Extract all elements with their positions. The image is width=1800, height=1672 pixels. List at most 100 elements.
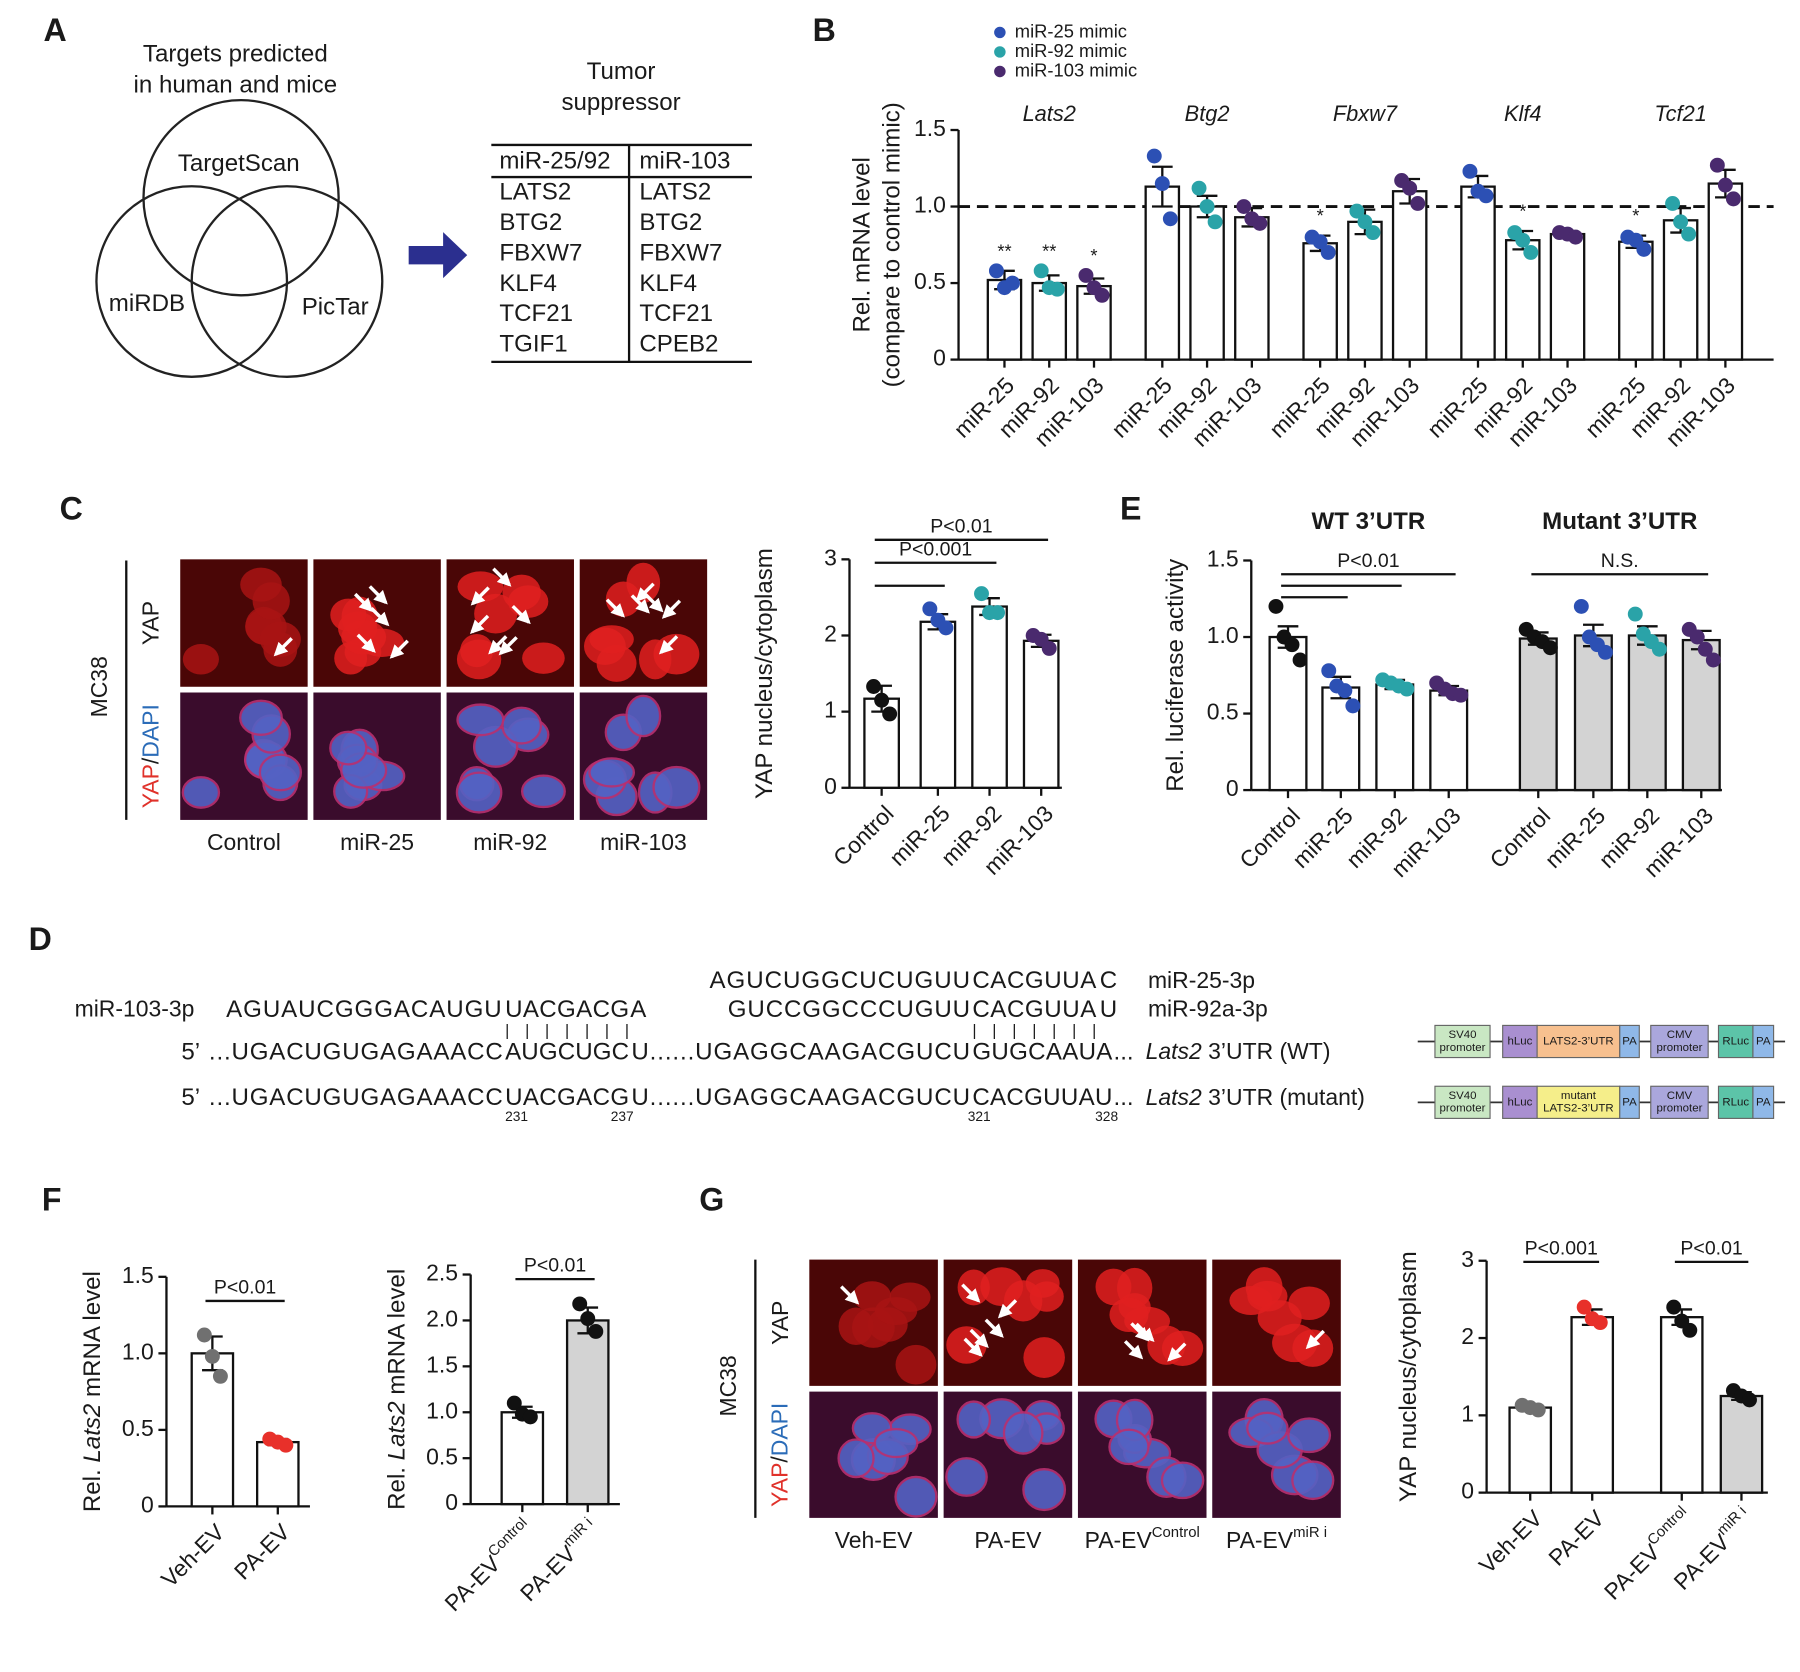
label-part: PA-EV (974, 1527, 1042, 1553)
sequence-segment: U......UGAGGCAAGACGUCU (631, 1084, 970, 1111)
significance: * (1317, 205, 1324, 226)
sequence-segment: ... (1114, 1038, 1134, 1065)
arrow (839, 1285, 860, 1305)
cell-nucleus (946, 1326, 987, 1364)
data-point (1530, 1402, 1546, 1418)
arrow (488, 635, 508, 655)
construct-part (1717, 1024, 1754, 1059)
venn-set: PicTar (302, 293, 369, 320)
data-point (1365, 225, 1381, 241)
venn-circle (95, 185, 289, 378)
data-point (1399, 681, 1415, 697)
data-point (1627, 606, 1643, 622)
data-point (580, 1311, 596, 1327)
bar (1659, 1316, 1704, 1494)
cell-nucleus (945, 1457, 988, 1497)
data-point (1402, 180, 1418, 196)
y-axis-label: Rel. mRNA level (849, 157, 876, 332)
cell-nucleus (1023, 1337, 1065, 1378)
significance: P<0.01 (1680, 1237, 1742, 1259)
bar (1268, 635, 1308, 792)
stain: YAP (767, 1463, 793, 1507)
data-point (988, 263, 1004, 279)
significance: P<0.01 (214, 1276, 276, 1298)
data-point (1146, 148, 1162, 164)
label-part: mRNA level (79, 1271, 106, 1404)
construct-label: promoter (1657, 1103, 1703, 1115)
target-name: Lats2 3’UTR (mutant) (1146, 1084, 1365, 1110)
bar (1234, 216, 1270, 361)
panel-label: G (699, 1182, 724, 1218)
position: 237 (611, 1109, 634, 1124)
data-point (1236, 199, 1252, 214)
arrow (469, 614, 490, 634)
data-point (1005, 275, 1020, 291)
data-point (1682, 1322, 1698, 1338)
arrow (273, 637, 293, 657)
construct-part (1752, 1024, 1775, 1059)
construct-label: PA (1622, 1036, 1637, 1048)
arrow (1123, 1340, 1144, 1360)
table-cell: LATS2 (499, 179, 571, 206)
base-pairing: | | | | | | | (972, 1021, 1096, 1039)
arrow (356, 633, 376, 653)
separator: / (767, 1456, 793, 1463)
y-tick-label: 0 (1461, 1478, 1474, 1504)
significance: P<0.001 (899, 538, 972, 560)
data-point (1576, 1299, 1592, 1315)
bar (1549, 232, 1586, 361)
y-tick-label: 1 (1461, 1400, 1474, 1426)
micrograph-label: miR-92 (473, 829, 547, 855)
y-tick-label: 0 (1226, 775, 1239, 801)
table-cell: TCF21 (499, 300, 573, 327)
bar (1391, 190, 1428, 361)
cell-nucleus (1246, 1411, 1289, 1445)
data-point (1268, 598, 1284, 614)
y-tick-label: 0.5 (426, 1443, 458, 1469)
data-point (1478, 188, 1494, 204)
bar (1375, 683, 1415, 792)
data-point (1321, 663, 1337, 679)
cell-nucleus (874, 1297, 918, 1326)
table-cell: FBXW7 (639, 239, 722, 266)
legend-marker (994, 26, 1006, 39)
position: 321 (968, 1109, 991, 1124)
significance: P<0.01 (1337, 550, 1399, 572)
construct-label: promoter (1657, 1042, 1703, 1054)
data-point (1320, 244, 1336, 260)
sequence-prefix: 5’ (181, 1084, 200, 1111)
venn-circle (190, 185, 384, 378)
sequence-segment: U......UGAGGCAAGACGUCU (631, 1038, 970, 1065)
significance: ** (1042, 240, 1056, 261)
data-point (1199, 199, 1215, 214)
y-tick-label: 1 (824, 697, 837, 723)
label-part: miR-25 (340, 829, 414, 855)
y-tick-label: 1.5 (914, 115, 946, 141)
y-tick-label: 0 (933, 345, 946, 371)
group-label: Lats2 (1023, 101, 1076, 126)
construct-label: LATS2-3’UTR (1543, 1036, 1614, 1048)
group-label: WT 3’UTR (1311, 508, 1425, 535)
construct-label: PA (1756, 1096, 1771, 1108)
construct-part (1502, 1024, 1538, 1059)
data-point (1666, 1299, 1682, 1315)
bar (1504, 239, 1541, 361)
y-tick-label: 1.5 (1207, 546, 1239, 572)
group-label: Mutant 3’UTR (1542, 508, 1697, 535)
y-tick-label: 2.0 (426, 1306, 458, 1332)
arrow (492, 567, 512, 587)
bar (255, 1440, 300, 1508)
target-name: Lats2 3’UTR (WT) (1146, 1038, 1331, 1064)
construct-label: LATS2-3’UTR (1543, 1103, 1614, 1115)
data-point (1284, 637, 1300, 653)
data-point (1357, 214, 1373, 230)
cell-nucleus (501, 706, 543, 745)
bar (1707, 182, 1744, 361)
y-tick-label: 1.5 (426, 1351, 458, 1377)
data-point (1636, 241, 1652, 257)
sequence-segment: CACGUUAU (972, 1084, 1112, 1111)
sequence-prefix: 5’ (181, 1038, 200, 1065)
cell-nucleus (956, 1400, 992, 1439)
construct-label: PA (1622, 1096, 1637, 1108)
y-tick-label: 0 (445, 1489, 458, 1515)
